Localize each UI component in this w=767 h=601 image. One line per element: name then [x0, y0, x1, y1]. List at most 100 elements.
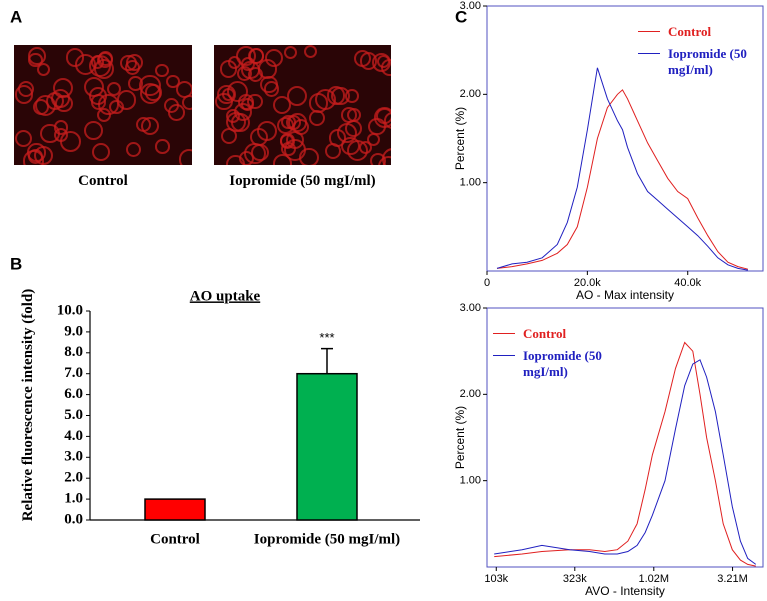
annotation: ***	[319, 330, 334, 345]
cell	[40, 124, 60, 144]
cell	[97, 52, 114, 69]
line-series	[494, 341, 756, 567]
cell	[168, 104, 185, 121]
cell	[37, 63, 51, 77]
cell	[341, 107, 357, 123]
cell	[303, 45, 318, 59]
cell	[378, 156, 391, 165]
cell	[176, 81, 192, 99]
cell	[221, 87, 235, 102]
cell	[28, 52, 43, 68]
panel-label: C	[455, 7, 467, 26]
cell	[178, 148, 192, 165]
cell	[126, 142, 142, 158]
y-tick-label: 6.0	[64, 386, 83, 402]
cell	[287, 86, 308, 107]
cell	[272, 95, 292, 115]
cell	[155, 63, 169, 78]
cell	[166, 74, 180, 88]
y-tick-label: 3.0	[64, 449, 83, 465]
cell	[15, 85, 34, 104]
line-series	[494, 359, 757, 565]
legend: Control Iopromide (50 mgI/ml)	[638, 24, 763, 84]
x-tick-label: 40.0k	[674, 277, 701, 289]
panel-label: A	[10, 7, 22, 26]
cell	[276, 117, 294, 135]
bar	[296, 372, 358, 521]
x-tick-label: 1.02M	[639, 573, 670, 585]
y-tick-label: 4.0	[64, 428, 83, 444]
cell	[341, 136, 361, 156]
x-tick-label: 0	[484, 277, 490, 289]
legend-label: Iopromide (50 mgI/ml)	[668, 46, 747, 77]
y-tick-label: 10.0	[57, 302, 83, 318]
cell	[225, 108, 241, 124]
cell	[135, 116, 152, 132]
legend-swatch	[638, 53, 660, 54]
x-tick-label: 3.21M	[717, 573, 748, 585]
legend-entry: Control	[493, 326, 618, 342]
cell	[331, 86, 350, 106]
cell	[237, 65, 253, 81]
x-tick-label: 323k	[563, 573, 587, 585]
cell	[217, 84, 237, 104]
cell	[34, 145, 54, 165]
chart-title: AO uptake	[190, 288, 261, 304]
cell	[116, 89, 137, 110]
y-tick-label: 5.0	[64, 407, 83, 423]
line-series	[496, 89, 749, 270]
legend-entry: Iopromide (50 mgI/ml)	[493, 348, 618, 380]
cell	[120, 54, 137, 72]
y-tick-label: 2.00	[460, 388, 481, 400]
y-axis-label: Percent (%)	[453, 406, 467, 469]
y-tick-label: 1.00	[460, 177, 481, 189]
cell	[88, 87, 107, 106]
legend-label: Control	[668, 24, 712, 39]
y-tick-label: 9.0	[64, 323, 83, 339]
cell	[225, 155, 245, 165]
line-series	[496, 67, 748, 271]
cell	[264, 49, 283, 68]
y-tick-label: 2.0	[64, 470, 83, 486]
y-tick-label: 2.00	[460, 88, 481, 100]
cell	[32, 98, 50, 116]
legend-entry: Control	[638, 24, 763, 40]
y-tick-label: 1.0	[64, 491, 83, 507]
plot-frame	[486, 307, 764, 568]
cell	[256, 120, 277, 141]
cell	[381, 59, 391, 77]
cell	[324, 143, 342, 160]
y-axis-label: Relative fluorescence intensity (fold)	[20, 288, 36, 522]
y-tick-label: 7.0	[64, 365, 83, 381]
panel-label: B	[10, 254, 22, 273]
cell	[368, 117, 387, 136]
cell	[139, 82, 161, 105]
cell	[59, 130, 81, 152]
error-bar	[321, 347, 333, 374]
cell	[251, 144, 269, 162]
y-tick-label: 3.00	[460, 302, 481, 314]
cell	[219, 60, 238, 78]
x-tick-label: 20.0k	[574, 277, 601, 289]
micrograph	[214, 45, 391, 165]
y-tick-label: 0.0	[64, 511, 83, 527]
y-axis-label: Percent (%)	[453, 107, 467, 170]
bar	[144, 498, 206, 521]
plot-frame	[486, 5, 764, 272]
cell	[359, 141, 373, 155]
cell	[284, 139, 306, 162]
legend: Control Iopromide (50 mgI/ml)	[493, 326, 618, 386]
x-axis-label: AVO - Intensity	[585, 584, 665, 598]
legend-swatch	[493, 355, 515, 356]
image-caption: Iopromide (50 mgI/ml)	[229, 173, 376, 189]
cell	[84, 121, 103, 141]
y-tick-label: 8.0	[64, 344, 83, 360]
x-tick-label: Control	[150, 531, 200, 547]
cell	[283, 45, 298, 60]
cell	[155, 139, 170, 154]
cell	[240, 97, 254, 111]
legend-swatch	[493, 333, 515, 334]
x-axis-label: AO - Max intensity	[576, 288, 674, 302]
